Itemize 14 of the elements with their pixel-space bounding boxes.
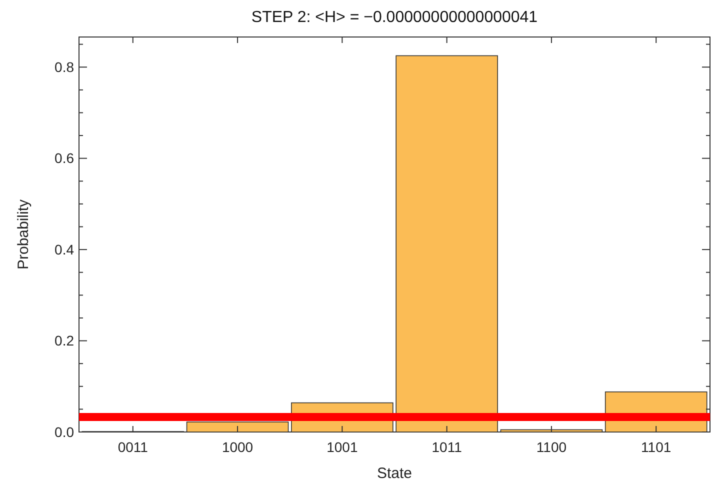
x-tick-label: 0011 xyxy=(118,439,148,455)
y-tick-label: 0.8 xyxy=(54,59,74,76)
x-tick-label: 1001 xyxy=(326,439,358,455)
x-tick-label: 1000 xyxy=(222,439,254,455)
x-axis-title: State xyxy=(376,465,412,482)
x-tick-label: 1100 xyxy=(536,439,567,455)
chart-title: STEP 2: <H> = −0.00000000000000041 xyxy=(251,9,538,26)
y-tick-label: 0.4 xyxy=(54,241,74,258)
y-tick-label: 0.0 xyxy=(54,424,74,440)
x-tick-label: 1101 xyxy=(641,439,672,455)
y-tick-label: 0.2 xyxy=(54,332,74,349)
x-tick-label: 1011 xyxy=(432,439,462,455)
y-axis-title: Probability xyxy=(15,198,32,270)
y-tick-label: 0.6 xyxy=(54,150,74,166)
